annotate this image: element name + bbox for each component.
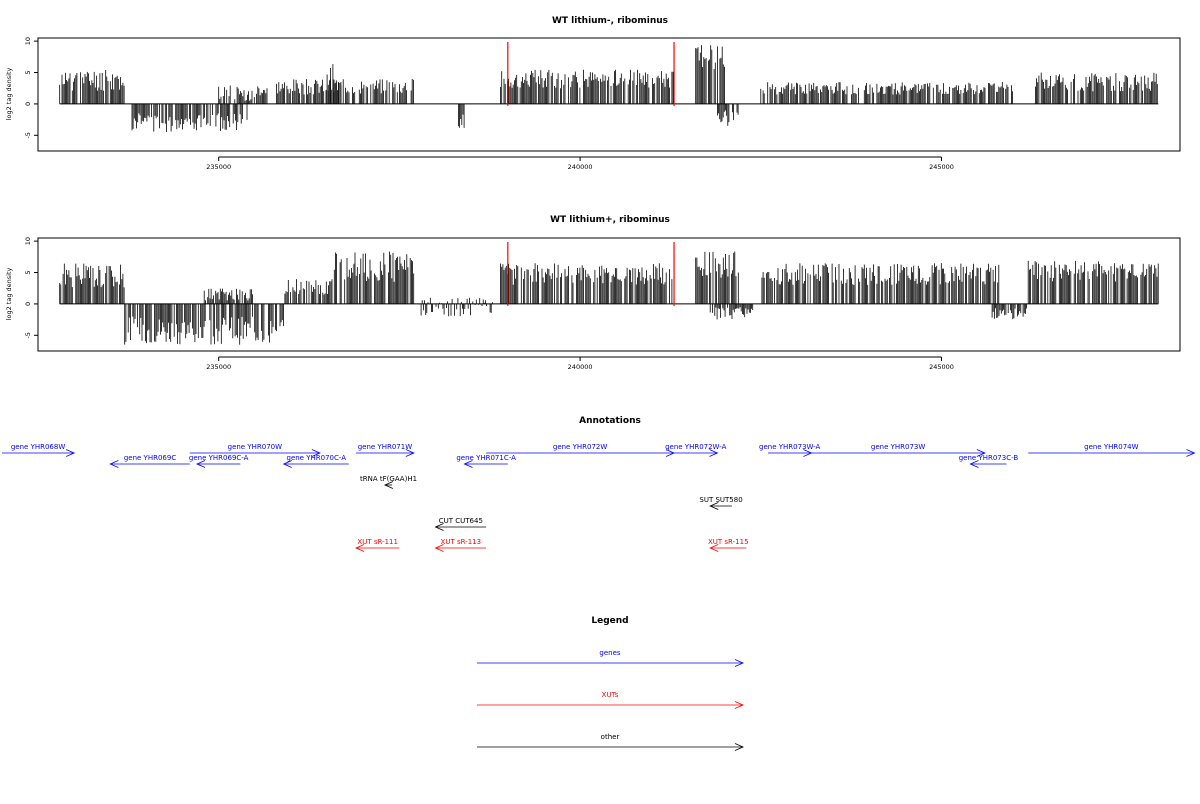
marker-lines <box>507 242 675 306</box>
feature-label: gene YHR068W <box>11 443 65 451</box>
arrow-right-icon <box>65 449 76 457</box>
arrow-left-icon <box>463 460 473 468</box>
arrow-right-icon <box>734 701 744 709</box>
arrow-right-icon <box>734 743 744 751</box>
arrow-right-icon <box>1186 449 1196 457</box>
annotation-feature: CUT CUT645 <box>434 517 487 531</box>
arrow-left-icon <box>383 481 394 489</box>
y-tick-label: 5 <box>24 270 32 274</box>
annotation-feature: gene YHR068W <box>2 443 76 457</box>
y-axis-label: log2 tag density <box>5 68 13 121</box>
annotation-feature: XUT sR-115 <box>708 538 749 552</box>
feature-label: gene YHR070W <box>228 443 282 451</box>
x-tick-label: 235000 <box>206 363 231 371</box>
annotation-feature: gene YHR069C-A <box>189 454 249 468</box>
arrow-left-icon <box>434 544 444 552</box>
feature-label: gene YHR074W <box>1084 443 1138 451</box>
x-tick-label: 240000 <box>568 163 593 171</box>
annotation-feature: gene YHR074W <box>1028 443 1196 457</box>
feature-label: SUT SUT580 <box>699 496 742 504</box>
feature-label: tRNA tF(GAA)H1 <box>360 475 417 483</box>
feature-label: gene YHR069C <box>124 454 176 462</box>
legend-title: Legend <box>591 616 628 626</box>
arrow-right-icon <box>734 659 744 667</box>
x-tick-label: 240000 <box>568 363 593 371</box>
arrow-left-icon <box>709 544 719 552</box>
annotation-feature: tRNA tF(GAA)H1 <box>360 475 417 489</box>
panel-title: WT lithium-, ribominus <box>552 16 668 26</box>
annotation-feature: gene YHR069C <box>109 454 190 468</box>
y-axis: 10 5 0 -5 <box>24 237 39 339</box>
y-tick-label: -5 <box>24 132 32 138</box>
annotation-feature: gene YHR070W <box>189 443 321 457</box>
annotation-feature: gene YHR070C-A <box>282 454 349 468</box>
panel-lithium-minus: WT lithium-, ribominus log2 tag density … <box>5 16 1181 171</box>
y-tick-label: 5 <box>24 70 32 74</box>
arrow-right-icon <box>976 449 986 457</box>
feature-label: gene YHR072W-A <box>665 443 726 451</box>
annotation-feature: gene YHR073C-B <box>959 454 1019 468</box>
feature-label: gene YHR071W <box>358 443 412 451</box>
annotation-feature: XUT sR-111 <box>355 538 400 552</box>
x-tick-label: 235000 <box>206 163 231 171</box>
y-tick-label: -5 <box>24 332 32 338</box>
feature-label: CUT CUT645 <box>439 517 483 525</box>
y-tick-label: 0 <box>24 302 32 306</box>
legend-label: XUTs <box>602 691 619 699</box>
legend-label: genes <box>599 649 620 657</box>
marker-lines <box>507 42 675 106</box>
y-tick-label: 0 <box>24 102 32 106</box>
legend-label: other <box>601 733 620 741</box>
y-tick-label: 10 <box>24 237 32 245</box>
annotation-feature: gene YHR073W-A <box>759 443 821 457</box>
legend-item: XUTs <box>477 691 744 709</box>
legend-item: genes <box>477 649 744 667</box>
annotation-feature: SUT SUT580 <box>699 496 743 510</box>
feature-label: gene YHR073C-B <box>959 454 1019 462</box>
arrow-left-icon <box>355 544 365 552</box>
arrow-left-icon <box>434 523 444 531</box>
annotation-feature: gene YHR073W <box>811 443 986 457</box>
arrow-right-icon <box>311 449 321 457</box>
bar-series <box>59 45 1159 133</box>
y-axis: 10 5 0 -5 <box>24 37 39 139</box>
feature-label: XUT sR-115 <box>708 538 749 546</box>
x-tick-label: 245000 <box>929 163 954 171</box>
annotation-feature: gene YHR071W <box>356 443 415 457</box>
feature-label: XUT sR-113 <box>441 538 482 546</box>
feature-label: gene YHR072W <box>553 443 607 451</box>
y-tick-label: 10 <box>24 37 32 45</box>
arrow-right-icon <box>709 449 719 457</box>
arrow-left-icon <box>969 460 979 468</box>
annotation-feature: XUT sR-113 <box>434 538 487 552</box>
annotations-title: Annotations <box>579 416 641 426</box>
panel-lithium-plus: WT lithium+, ribominus log2 tag density … <box>5 215 1181 371</box>
legend-items: genes XUTs other <box>477 649 744 751</box>
annotation-feature: gene YHR071C-A <box>456 454 516 468</box>
annotation-feature: gene YHR072W-A <box>665 443 727 457</box>
feature-label: gene YHR073W <box>871 443 925 451</box>
x-axis: 235000 240000 245000 <box>206 156 954 171</box>
y-axis-label: log2 tag density <box>5 268 13 321</box>
feature-label: XUT sR-111 <box>357 538 398 546</box>
arrow-left-icon <box>196 460 206 468</box>
x-axis: 235000 240000 245000 <box>206 356 954 371</box>
panel-title: WT lithium+, ribominus <box>550 215 670 225</box>
legend-item: other <box>477 733 744 751</box>
feature-label: gene YHR073W-A <box>759 443 820 451</box>
arrow-left-icon <box>709 502 719 510</box>
annotation-items: gene YHR068W gene YHR069C gene YHR069C-A ge… <box>2 443 1196 552</box>
feature-label: gene YHR070C-A <box>287 454 347 462</box>
arrow-left-icon <box>109 460 119 468</box>
arrow-right-icon <box>405 449 415 457</box>
legend: Legend genes XUTs other <box>477 616 744 751</box>
bar-series <box>59 251 1159 345</box>
feature-label: gene YHR069C-A <box>189 454 249 462</box>
arrow-left-icon <box>282 460 292 468</box>
x-tick-label: 245000 <box>929 363 954 371</box>
feature-label: gene YHR071C-A <box>456 454 516 462</box>
